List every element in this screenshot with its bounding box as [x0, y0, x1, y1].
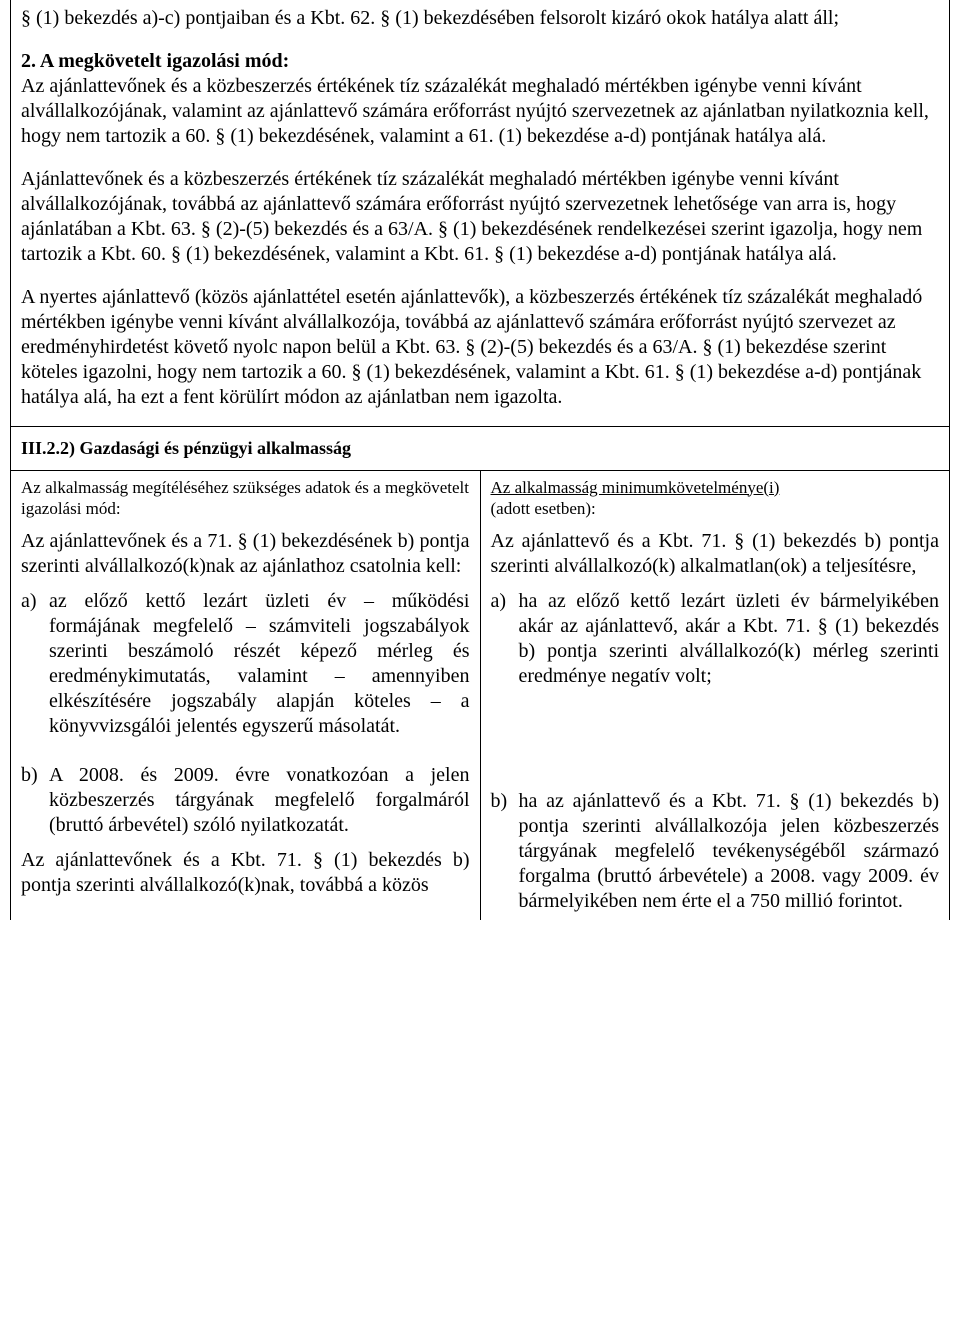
paragraph: 2. A megkövetelt igazolási mód: Az ajánl… — [21, 49, 939, 149]
right-subheading: Az alkalmasság minimumkövetelménye(i) (a… — [491, 477, 940, 520]
paragraph: § (1) bekezdés a)-c) pontjaiban és a Kbt… — [21, 6, 939, 31]
list-marker-b: b) — [21, 763, 49, 838]
right-item-a: a) ha az előző kettő lezárt üzleti év bá… — [491, 589, 940, 689]
paragraph-lead: 2. A megkövetelt igazolási mód: — [21, 50, 289, 72]
list-marker-a: a) — [21, 589, 49, 739]
section-exclusion-grounds: § (1) bekezdés a)-c) pontjaiban és a Kbt… — [11, 0, 950, 427]
list-text-a: ha az előző kettő lezárt üzleti év bárme… — [519, 589, 940, 689]
left-continuation: Az ajánlattevőnek és a Kbt. 71. § (1) be… — [21, 848, 470, 898]
left-item-a: a) az előző kettő lezárt üzleti év – műk… — [21, 589, 470, 739]
left-column: Az alkalmasság megítéléséhez szükséges a… — [11, 470, 481, 920]
paragraph-body: Az ajánlattevőnek és a közbeszerzés érté… — [21, 75, 929, 147]
list-text-a: az előző kettő lezárt üzleti év – működé… — [49, 589, 470, 739]
paragraph: Ajánlattevőnek és a közbeszerzés értékén… — [21, 167, 939, 267]
left-item-b: b) A 2008. és 2009. évre vonatkozóan a j… — [21, 763, 470, 838]
right-intro: Az ajánlattevő és a Kbt. 71. § (1) bekez… — [491, 529, 940, 579]
paragraph: A nyertes ajánlattevő (közös ajánlattéte… — [21, 285, 939, 410]
document-table: § (1) bekezdés a)-c) pontjaiban és a Kbt… — [10, 0, 950, 920]
left-subheading: Az alkalmasság megítéléséhez szükséges a… — [21, 477, 470, 520]
right-subheading-tail: (adott esetben): — [491, 499, 596, 518]
left-intro: Az ajánlattevőnek és a 71. § (1) bekezdé… — [21, 529, 470, 579]
right-subheading-underline: Az alkalmasság minimumkövetelménye(i) — [491, 478, 780, 497]
list-marker-a: a) — [491, 589, 519, 689]
list-text-b: A 2008. és 2009. évre vonatkozóan a jele… — [49, 763, 470, 838]
list-marker-b: b) — [491, 789, 519, 914]
right-column: Az alkalmasság minimumkövetelménye(i) (a… — [480, 470, 950, 920]
section-heading-iii-2-2: III.2.2) Gazdasági és pénzügyi alkalmass… — [11, 427, 950, 471]
list-text-b: ha az ajánlattevő és a Kbt. 71. § (1) be… — [519, 789, 940, 914]
right-item-b: b) ha az ajánlattevő és a Kbt. 71. § (1)… — [491, 789, 940, 914]
